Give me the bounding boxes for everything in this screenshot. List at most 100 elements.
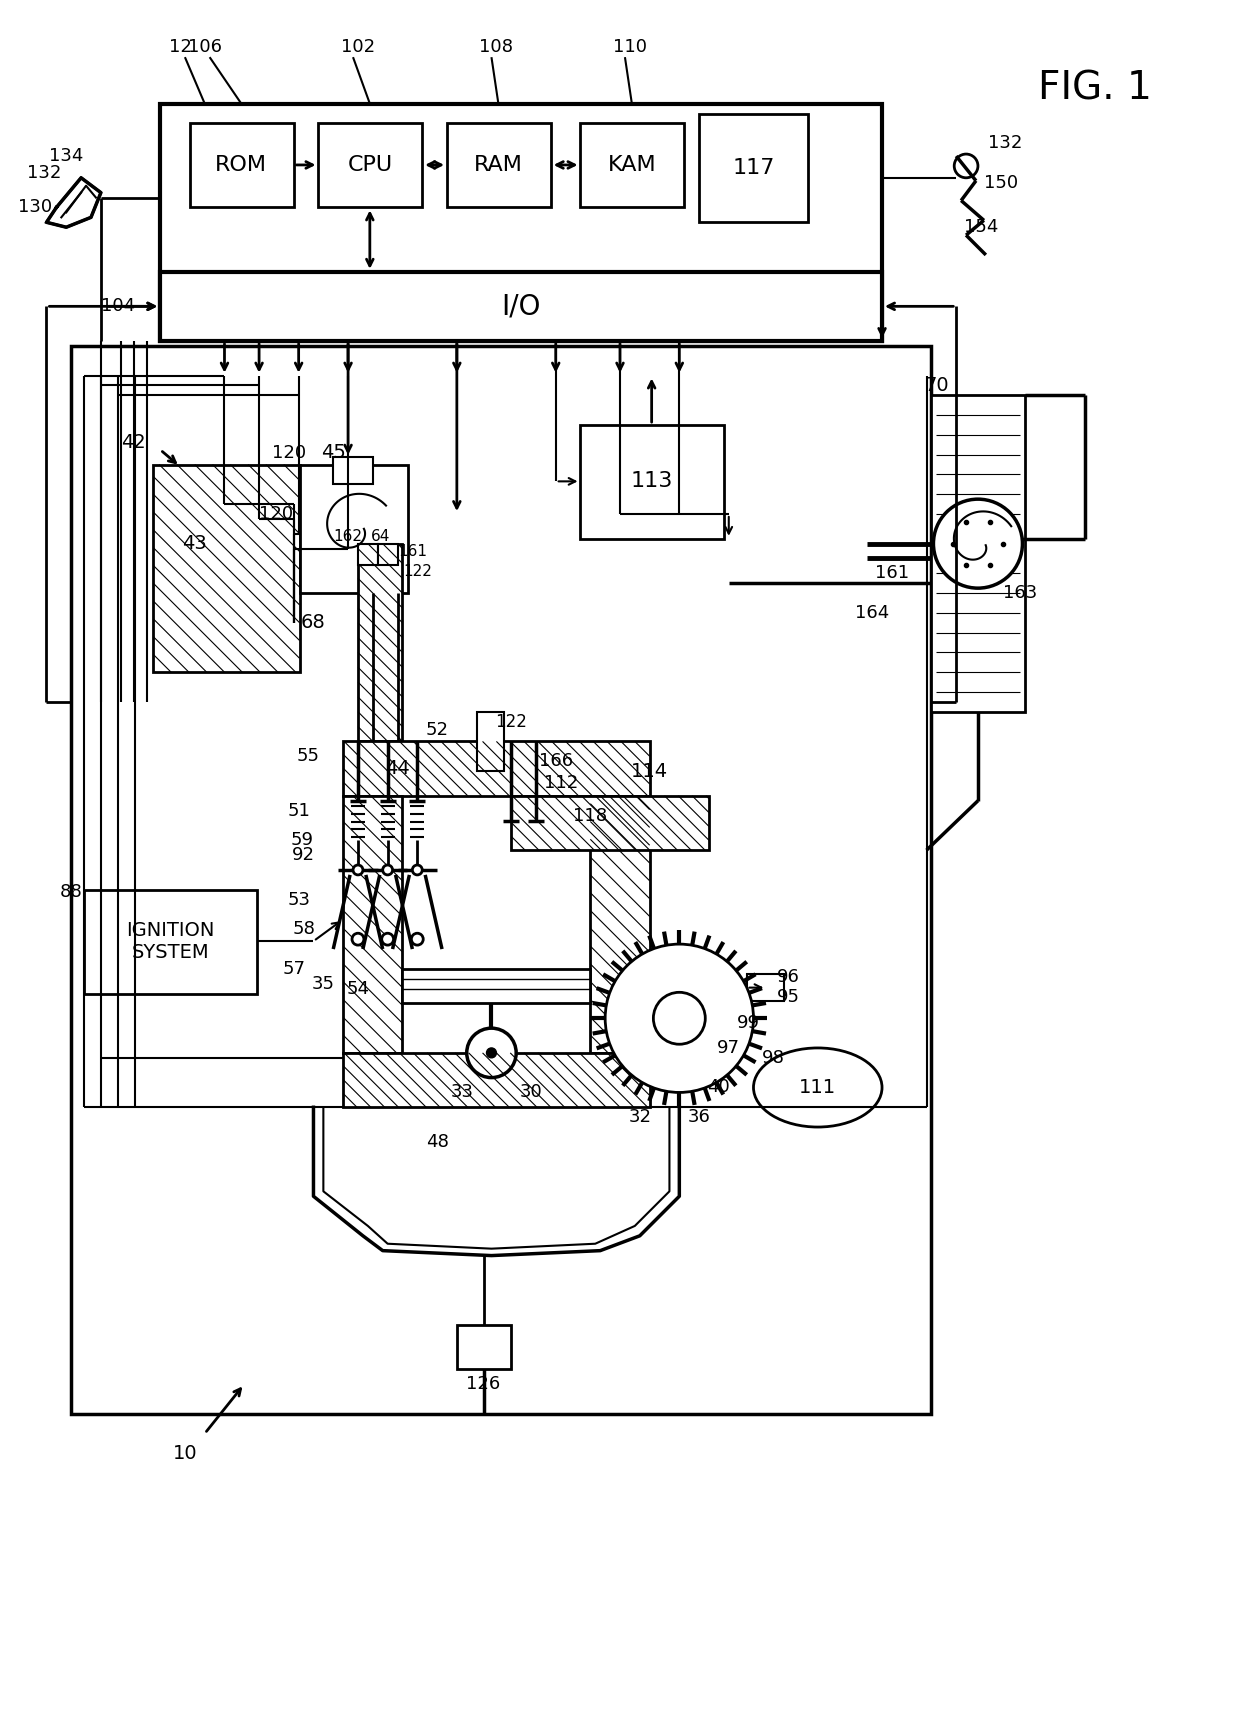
Text: 97: 97 [717, 1039, 740, 1057]
Text: 54: 54 [346, 980, 370, 998]
Text: 40: 40 [708, 1079, 730, 1096]
Circle shape [653, 992, 706, 1044]
Text: 70: 70 [924, 376, 949, 395]
Text: 126: 126 [466, 1375, 501, 1393]
Text: 112: 112 [543, 774, 578, 792]
Bar [160, 104, 882, 341]
Text: 154: 154 [963, 218, 998, 236]
Text: 58: 58 [293, 920, 315, 939]
Text: 102: 102 [341, 38, 374, 55]
Text: 130: 130 [17, 199, 52, 216]
Circle shape [466, 1029, 516, 1077]
Text: 55: 55 [298, 746, 320, 766]
Text: 68: 68 [301, 613, 326, 632]
Text: 64: 64 [371, 530, 391, 544]
Text: 30: 30 [520, 1084, 542, 1102]
Text: 122: 122 [495, 712, 527, 731]
Text: 118: 118 [573, 807, 608, 824]
Text: 45: 45 [321, 443, 346, 462]
Ellipse shape [754, 1048, 882, 1128]
Text: FIG. 1: FIG. 1 [1038, 69, 1152, 107]
Text: ROM: ROM [216, 154, 268, 175]
Bar [358, 544, 403, 741]
Text: 98: 98 [761, 1050, 785, 1067]
Bar [446, 123, 551, 208]
Bar [511, 795, 709, 850]
Text: 161: 161 [398, 544, 427, 559]
Bar [403, 968, 590, 1003]
Text: I/O: I/O [501, 293, 541, 320]
Circle shape [486, 1048, 496, 1058]
Text: 164: 164 [856, 604, 889, 622]
Polygon shape [46, 178, 100, 227]
Circle shape [353, 864, 363, 875]
Text: 166: 166 [538, 752, 573, 771]
Text: 150: 150 [983, 173, 1018, 192]
Text: 113: 113 [630, 471, 673, 492]
Bar [300, 464, 408, 592]
Text: 44: 44 [386, 759, 410, 778]
Bar [334, 457, 373, 485]
Bar [580, 123, 684, 208]
Circle shape [382, 934, 393, 946]
Text: 51: 51 [288, 802, 310, 819]
Text: 132: 132 [988, 133, 1023, 152]
Text: 48: 48 [425, 1133, 449, 1150]
Bar [343, 741, 650, 795]
Bar [746, 973, 784, 1001]
Text: 134: 134 [50, 147, 83, 165]
Bar [580, 424, 724, 539]
Bar [590, 795, 650, 1053]
Bar [476, 712, 505, 771]
Text: 42: 42 [122, 433, 146, 452]
Text: 53: 53 [288, 890, 310, 909]
Circle shape [934, 499, 1023, 589]
Circle shape [383, 864, 393, 875]
Bar [190, 123, 294, 208]
Circle shape [413, 864, 423, 875]
Text: 32: 32 [629, 1108, 651, 1126]
Text: 114: 114 [631, 762, 668, 781]
Text: 162: 162 [334, 530, 362, 544]
Text: 36: 36 [688, 1108, 711, 1126]
Bar [456, 1325, 511, 1370]
Circle shape [605, 944, 754, 1093]
Text: 120: 120 [259, 506, 293, 523]
Text: RAM: RAM [474, 154, 523, 175]
Text: 104: 104 [102, 298, 135, 315]
Bar [378, 544, 398, 565]
Text: 52: 52 [425, 721, 449, 738]
Bar [71, 346, 931, 1413]
Text: 110: 110 [613, 38, 647, 55]
Text: 35: 35 [312, 975, 335, 992]
Text: 122: 122 [403, 565, 432, 578]
Text: 88: 88 [60, 883, 83, 901]
Bar [931, 395, 1025, 712]
Bar [160, 272, 882, 341]
Text: 111: 111 [800, 1077, 836, 1096]
Bar [343, 795, 403, 1053]
Text: 106: 106 [187, 38, 222, 55]
Text: 161: 161 [875, 565, 909, 582]
Text: 95: 95 [776, 987, 800, 1006]
Text: 12: 12 [169, 38, 191, 55]
Text: 92: 92 [293, 847, 315, 864]
Text: 99: 99 [737, 1015, 760, 1032]
Bar [84, 890, 257, 994]
Text: 117: 117 [733, 158, 775, 178]
Bar [358, 544, 378, 565]
Text: 132: 132 [27, 165, 62, 182]
Text: 57: 57 [283, 960, 305, 979]
Text: IGNITION
SYSTEM: IGNITION SYSTEM [126, 921, 215, 961]
Circle shape [412, 934, 423, 946]
Text: 43: 43 [182, 533, 207, 553]
Text: 120: 120 [272, 443, 306, 462]
Text: 108: 108 [480, 38, 513, 55]
Text: 163: 163 [1003, 584, 1038, 603]
Bar [699, 114, 808, 222]
Text: 96: 96 [776, 968, 800, 986]
Circle shape [352, 934, 363, 946]
Bar [319, 123, 423, 208]
Text: KAM: KAM [608, 154, 656, 175]
Bar [343, 1053, 650, 1107]
